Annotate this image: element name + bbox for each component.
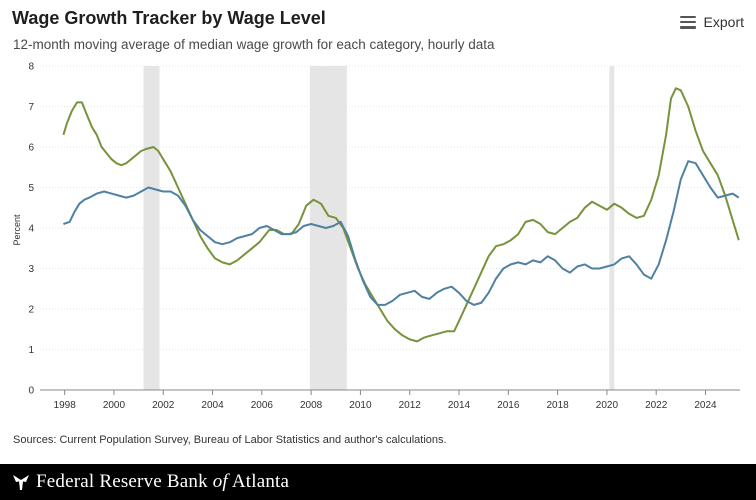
eagle-logo-icon	[13, 475, 29, 490]
x-tick-label-2000: 2000	[103, 400, 126, 411]
menu-icon	[679, 15, 696, 29]
chart-subtitle: 12-month moving average of median wage g…	[13, 37, 495, 52]
x-tick-label-2012: 2012	[399, 400, 422, 411]
x-tick-label-2010: 2010	[349, 400, 372, 411]
sources-note: Sources: Current Population Survey, Bure…	[13, 434, 447, 446]
y-axis-label: Percent	[12, 214, 22, 246]
x-tick-label-2020: 2020	[596, 400, 619, 411]
footer-banner: Federal Reserve Bank of Atlanta	[0, 464, 756, 500]
export-button[interactable]: Export	[679, 14, 744, 30]
y-tick-label-5: 5	[28, 183, 34, 194]
bank-name-suffix: Atlanta	[231, 471, 290, 492]
export-label: Export	[703, 14, 744, 30]
y-tick-label-2: 2	[28, 305, 34, 316]
bank-name-prefix: Federal Reserve Bank	[36, 471, 208, 492]
series-line-green	[62, 87, 740, 343]
bank-name-of: of	[212, 471, 228, 492]
y-tick-label-6: 6	[28, 143, 34, 154]
x-tick-label-2008: 2008	[300, 400, 323, 411]
y-tick-label-7: 7	[28, 102, 34, 113]
x-tick-label-2002: 2002	[152, 400, 175, 411]
x-tick-label-2022: 2022	[645, 400, 668, 411]
recession-band-2	[609, 66, 615, 390]
x-tick-label-1998: 1998	[54, 400, 77, 411]
line-chart: 0 1 2 3 4 5 6 7 8 1998 2000 2002 2004 2006 2008 2010 201…	[12, 62, 740, 411]
series-lines	[62, 87, 740, 343]
bank-name: Federal Reserve Bank of Atlanta	[36, 471, 289, 493]
axes: 0 1 2 3 4 5 6 7 8 1998 2000 2002 2004 2006 2008 2010 201…	[28, 62, 740, 411]
x-tick-label-2006: 2006	[251, 400, 274, 411]
x-tick-label-2016: 2016	[497, 400, 520, 411]
x-tick-label-2024: 2024	[694, 400, 717, 411]
x-tick-label-2014: 2014	[448, 400, 471, 411]
y-tick-label-4: 4	[28, 224, 34, 235]
y-tick-label-8: 8	[28, 62, 34, 73]
x-tick-label-2018: 2018	[546, 400, 569, 411]
chart-title: Wage Growth Tracker by Wage Level	[12, 8, 326, 28]
x-tick-label-2004: 2004	[201, 400, 224, 411]
series-line-blue	[63, 160, 740, 306]
y-tick-label-1: 1	[28, 345, 34, 356]
y-tick-label-3: 3	[28, 264, 34, 275]
y-tick-label-0: 0	[28, 386, 34, 397]
